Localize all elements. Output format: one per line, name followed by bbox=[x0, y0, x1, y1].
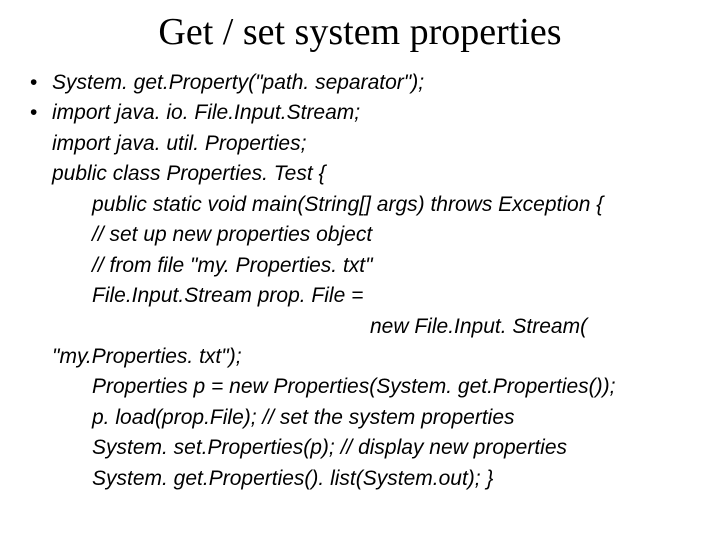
code-line: // from file "my. Properties. txt" bbox=[30, 251, 690, 281]
code-line: new File.Input. Stream( bbox=[30, 312, 690, 342]
code-line: File.Input.Stream prop. File = bbox=[30, 281, 690, 311]
code-line: System. get.Properties(). list(System.ou… bbox=[30, 464, 690, 494]
code-line: p. load(prop.File); // set the system pr… bbox=[30, 403, 690, 433]
bullet-mark: • bbox=[30, 98, 52, 128]
code-line: System. set.Properties(p); // display ne… bbox=[30, 433, 690, 463]
code-line: public class Properties. Test { bbox=[30, 159, 690, 189]
code-line: import java. util. Properties; bbox=[30, 129, 690, 159]
code-line: System. get.Property("path. separator"); bbox=[52, 68, 424, 98]
code-line: import java. io. File.Input.Stream; bbox=[52, 98, 360, 128]
bullet-item: • System. get.Property("path. separator"… bbox=[30, 68, 690, 98]
bullet-mark: • bbox=[30, 68, 52, 98]
code-line: // set up new properties object bbox=[30, 220, 690, 250]
code-line: Properties p = new Properties(System. ge… bbox=[30, 372, 690, 402]
slide-title: Get / set system properties bbox=[30, 10, 690, 54]
code-line: public static void main(String[] args) t… bbox=[30, 190, 690, 220]
slide: Get / set system properties • System. ge… bbox=[0, 0, 720, 540]
slide-content: • System. get.Property("path. separator"… bbox=[30, 68, 690, 494]
bullet-item: • import java. io. File.Input.Stream; bbox=[30, 98, 690, 128]
code-line: "my.Properties. txt"); bbox=[30, 342, 690, 372]
